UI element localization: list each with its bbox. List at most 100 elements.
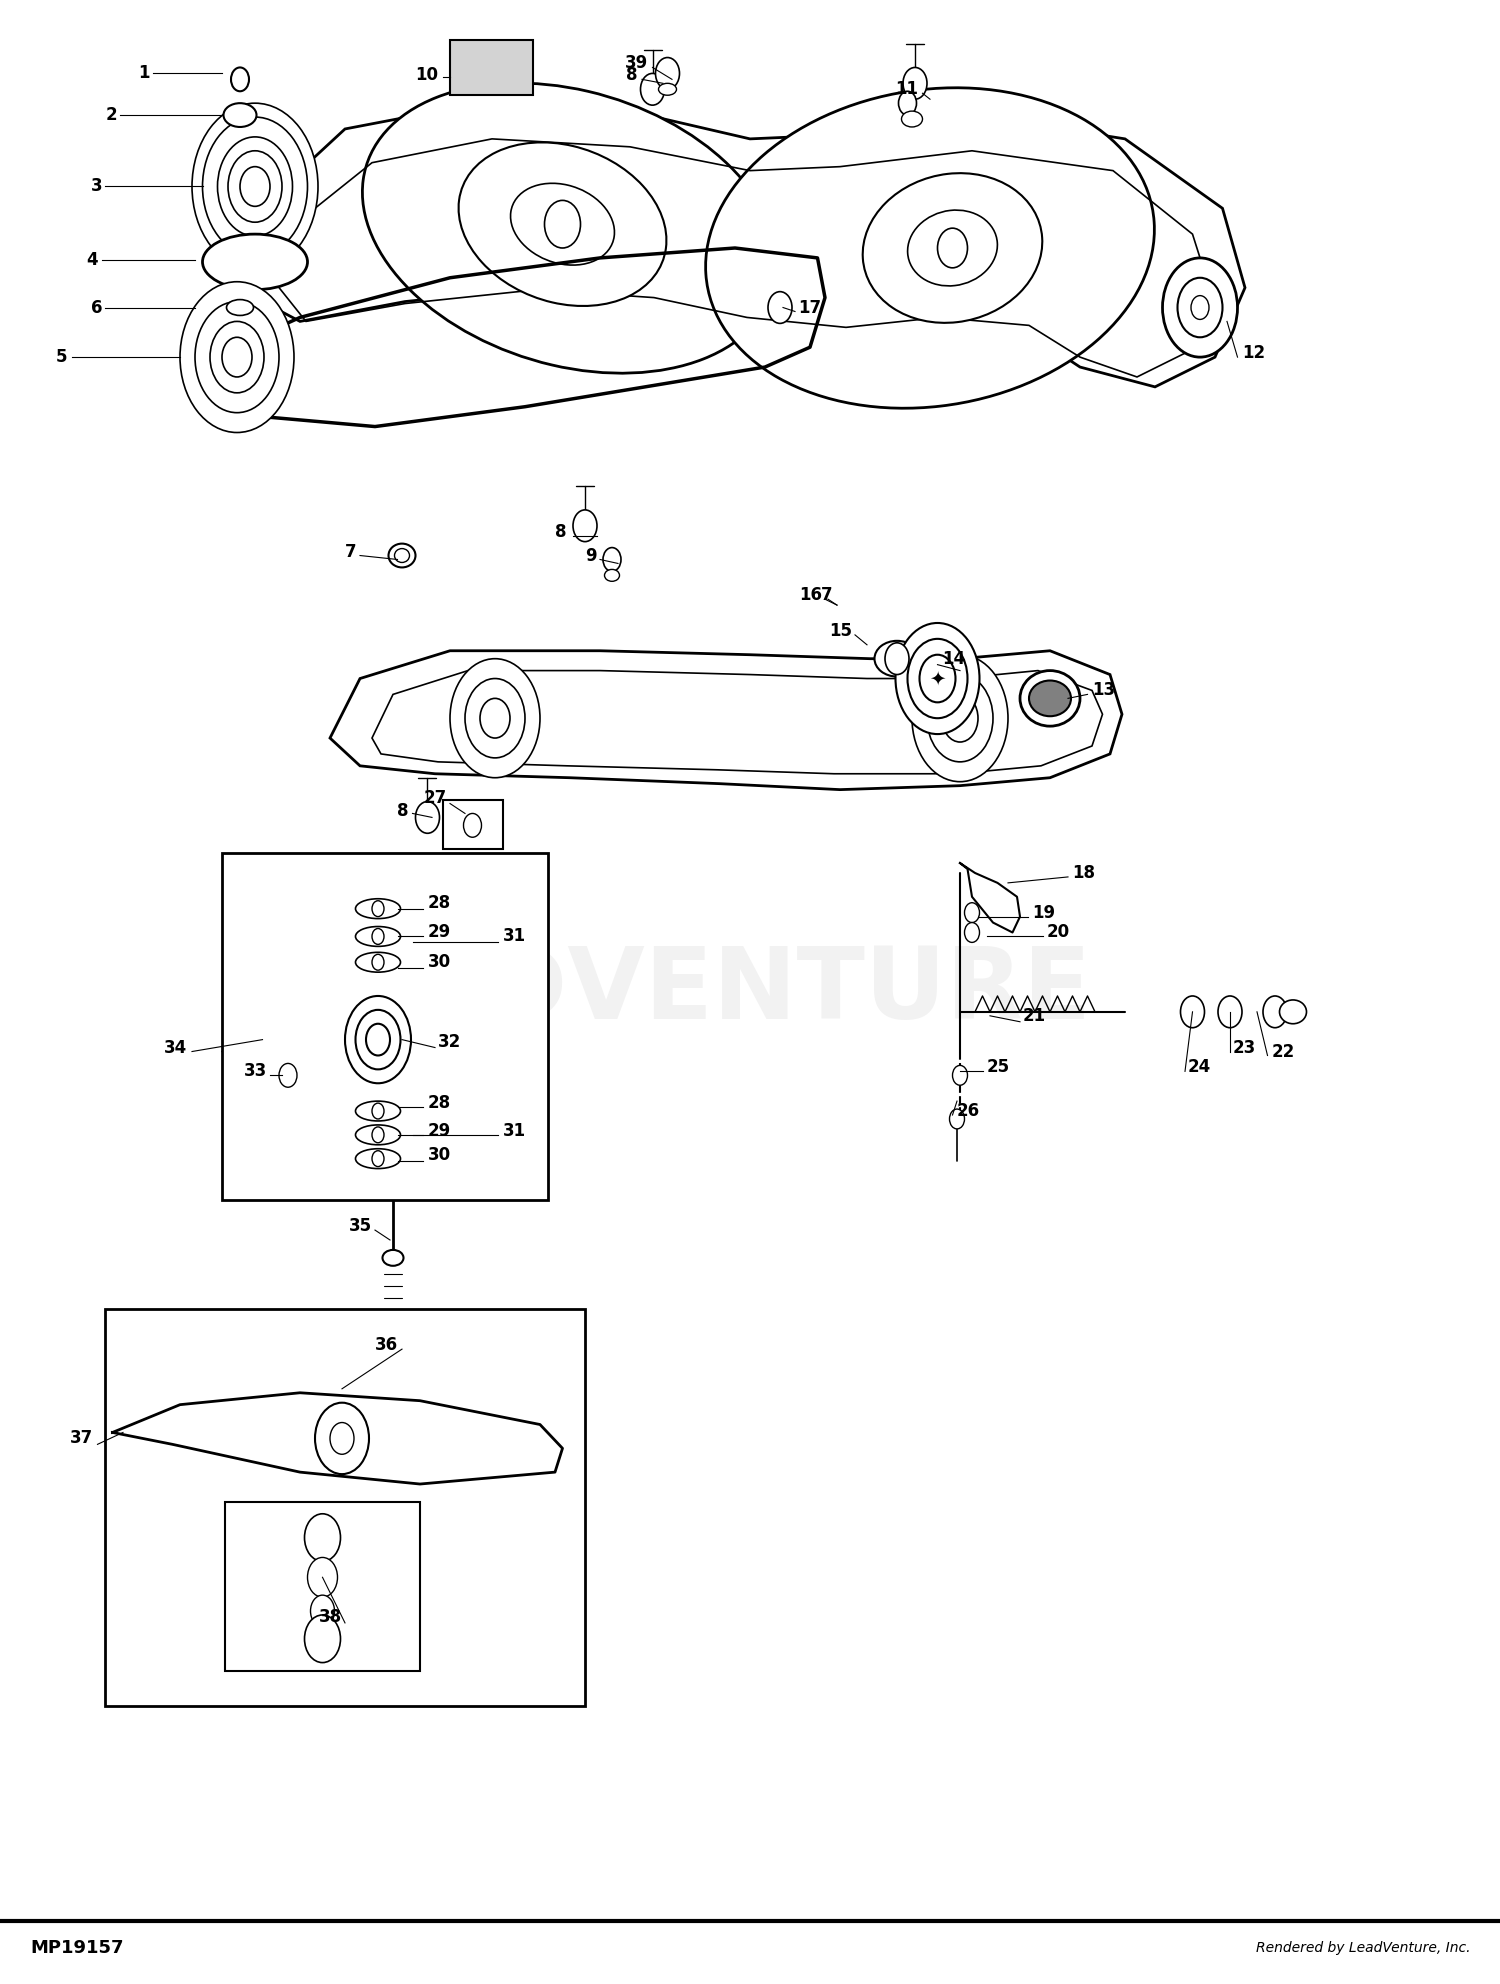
Circle shape — [192, 103, 318, 270]
Text: 36: 36 — [375, 1335, 398, 1355]
Circle shape — [1180, 996, 1204, 1028]
Ellipse shape — [874, 641, 920, 677]
Ellipse shape — [356, 899, 401, 919]
Text: 29: 29 — [427, 1121, 450, 1141]
Circle shape — [1263, 996, 1287, 1028]
Bar — [442, 800, 503, 849]
Ellipse shape — [1029, 681, 1071, 716]
Ellipse shape — [356, 1125, 401, 1145]
Text: 27: 27 — [423, 788, 447, 807]
Circle shape — [240, 167, 270, 206]
Circle shape — [450, 659, 540, 778]
Ellipse shape — [356, 1101, 401, 1121]
Text: 5: 5 — [56, 347, 68, 367]
Text: 24: 24 — [1188, 1057, 1212, 1077]
Ellipse shape — [658, 83, 676, 95]
Circle shape — [920, 655, 956, 702]
Circle shape — [898, 91, 916, 115]
Text: 28: 28 — [427, 893, 450, 913]
Circle shape — [640, 73, 664, 105]
Circle shape — [195, 302, 279, 413]
Text: 29: 29 — [427, 923, 450, 942]
Text: 28: 28 — [427, 1093, 450, 1113]
Ellipse shape — [604, 569, 619, 581]
Circle shape — [217, 137, 292, 236]
Circle shape — [372, 1127, 384, 1143]
Circle shape — [210, 321, 264, 393]
Ellipse shape — [902, 111, 922, 127]
Circle shape — [345, 996, 411, 1083]
Text: 35: 35 — [350, 1216, 372, 1236]
Circle shape — [480, 698, 510, 738]
Text: 4: 4 — [86, 250, 98, 270]
Text: 19: 19 — [1032, 903, 1054, 923]
Circle shape — [964, 923, 980, 942]
Text: 3: 3 — [90, 177, 102, 196]
Circle shape — [768, 292, 792, 323]
Text: 8: 8 — [626, 65, 638, 85]
Bar — [225, 1502, 420, 1671]
Text: 34: 34 — [165, 1038, 188, 1057]
Circle shape — [1191, 296, 1209, 319]
Text: 22: 22 — [1272, 1042, 1294, 1061]
Text: 37: 37 — [69, 1428, 93, 1448]
Polygon shape — [112, 1393, 562, 1484]
Text: 26: 26 — [957, 1101, 980, 1121]
Circle shape — [885, 643, 909, 675]
Circle shape — [1218, 996, 1242, 1028]
Circle shape — [573, 510, 597, 542]
Text: ✦: ✦ — [930, 669, 945, 688]
Text: MP19157: MP19157 — [30, 1938, 123, 1958]
Text: 7: 7 — [345, 542, 357, 561]
Text: 21: 21 — [1023, 1006, 1046, 1026]
Text: 13: 13 — [1092, 681, 1114, 700]
Bar — [105, 1309, 585, 1706]
Circle shape — [180, 282, 294, 433]
Circle shape — [942, 694, 978, 742]
Ellipse shape — [226, 300, 254, 315]
Ellipse shape — [394, 550, 410, 563]
Circle shape — [315, 1403, 369, 1474]
Ellipse shape — [705, 87, 1155, 409]
Text: 33: 33 — [243, 1061, 267, 1081]
Circle shape — [656, 58, 680, 89]
Circle shape — [603, 548, 621, 571]
Circle shape — [310, 1595, 334, 1627]
Bar — [222, 853, 548, 1200]
Circle shape — [279, 1063, 297, 1087]
Circle shape — [544, 200, 580, 248]
Text: 8: 8 — [396, 802, 408, 821]
Text: ADVENTURE: ADVENTURE — [408, 944, 1092, 1040]
Text: 14: 14 — [942, 649, 964, 669]
Circle shape — [372, 901, 384, 917]
Text: 2: 2 — [105, 105, 117, 125]
Text: 23: 23 — [1233, 1038, 1257, 1057]
Ellipse shape — [1280, 1000, 1306, 1024]
Text: 30: 30 — [427, 952, 450, 972]
Circle shape — [372, 1103, 384, 1119]
Circle shape — [202, 117, 308, 256]
Circle shape — [952, 1065, 968, 1085]
Text: 6: 6 — [90, 298, 102, 317]
Ellipse shape — [363, 83, 777, 373]
Circle shape — [366, 1024, 390, 1055]
Circle shape — [356, 1010, 401, 1069]
Ellipse shape — [1020, 671, 1080, 726]
Ellipse shape — [356, 927, 401, 946]
Text: 16: 16 — [800, 585, 822, 605]
Text: 32: 32 — [438, 1032, 462, 1052]
Text: 17: 17 — [798, 298, 820, 317]
Circle shape — [465, 679, 525, 758]
Bar — [450, 40, 532, 95]
Ellipse shape — [202, 234, 308, 290]
Ellipse shape — [908, 210, 998, 286]
Text: 25: 25 — [987, 1057, 1010, 1077]
Circle shape — [938, 228, 968, 268]
Text: 8: 8 — [555, 522, 567, 542]
Text: 30: 30 — [427, 1145, 450, 1165]
Circle shape — [228, 151, 282, 222]
Text: 38: 38 — [320, 1607, 342, 1627]
Circle shape — [964, 903, 980, 923]
Circle shape — [903, 67, 927, 99]
Text: 31: 31 — [503, 927, 525, 946]
